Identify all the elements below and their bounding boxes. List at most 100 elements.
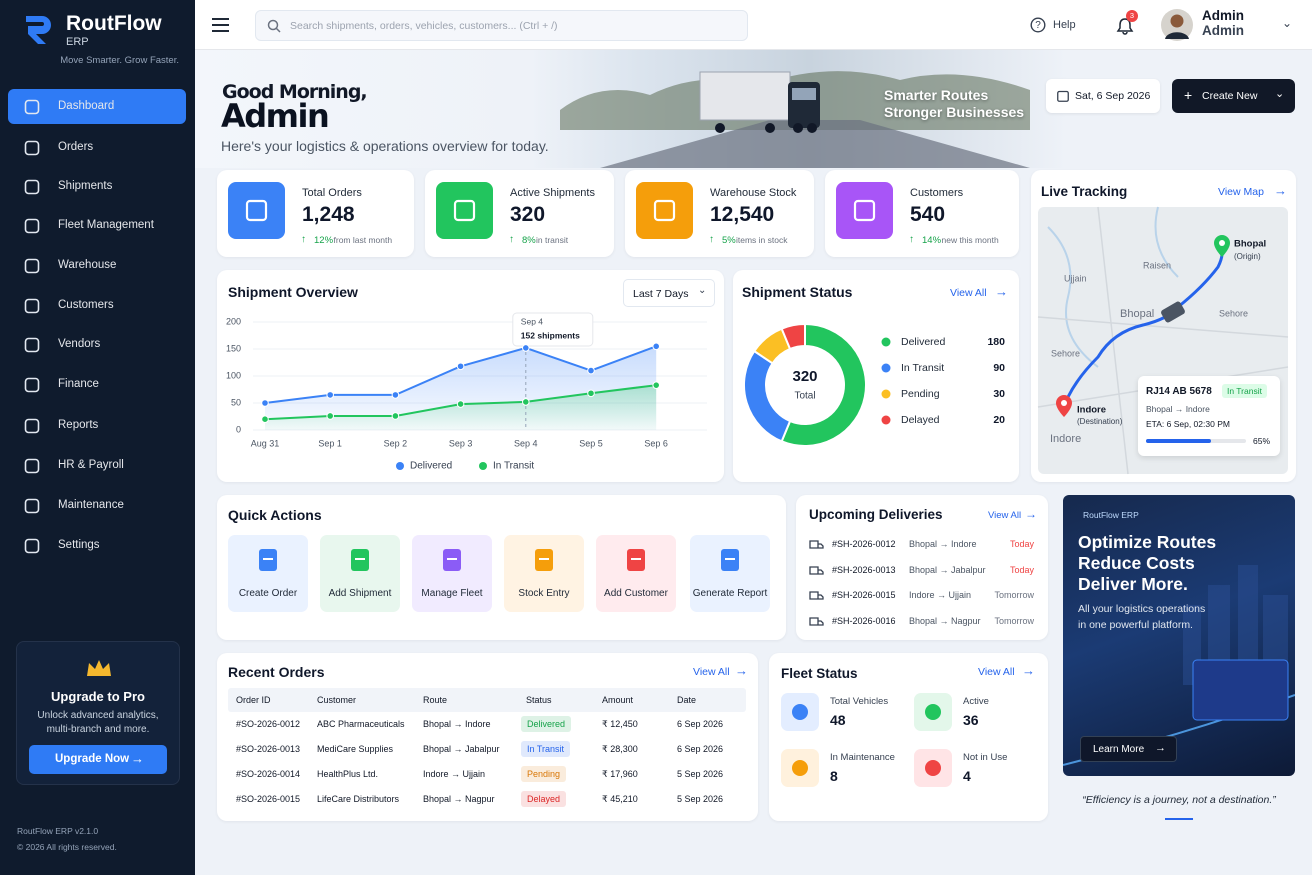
legend-dot <box>881 415 891 425</box>
quick-action[interactable]: Generate Report <box>690 535 770 612</box>
promo-card: RoutFlow ERP Optimize Routes Reduce Costs D… <box>1063 495 1295 776</box>
nav-item[interactable]: Finance <box>8 367 186 402</box>
stat-icon-glyph <box>653 199 676 222</box>
vehicle-route: Bhopal → Indore <box>1146 404 1210 414</box>
nav-label: Shipments <box>58 180 113 192</box>
promo-headline: Optimize Routes <box>1078 532 1217 552</box>
donut-slice <box>780 322 806 351</box>
help[interactable]: ? Help <box>1030 17 1090 35</box>
fleet-label: In Maintenance <box>830 752 895 763</box>
quick-action[interactable]: Stock Entry <box>504 535 584 612</box>
chevron: ⌄ <box>1282 16 1293 30</box>
delivery-when: Today <box>1009 539 1034 549</box>
nav-label: Finance <box>58 378 99 390</box>
quick-action-icon <box>351 549 369 571</box>
create-label: Create New <box>1202 90 1258 102</box>
legend-dot <box>396 462 404 470</box>
nav-icon <box>24 218 40 234</box>
x-tick-label: Sep 1 <box>318 438 342 448</box>
nav-label: Orders <box>58 141 94 153</box>
data-point <box>261 399 269 407</box>
range-filter[interactable]: Last 7 Days ⌄ <box>623 279 715 307</box>
hero-banner <box>560 71 1030 168</box>
date-button[interactable]: Sat, 6 Sep 2026 <box>1046 79 1160 113</box>
view-all-link[interactable]: View All <box>978 666 1015 678</box>
quick-action[interactable]: Create Order <box>228 535 308 612</box>
stat-card: Total Orders 1,248 ↑ 12% from last month <box>217 170 414 257</box>
nav-item[interactable]: Warehouse <box>8 248 186 283</box>
learn-more-button[interactable]: Learn More → <box>1080 736 1177 762</box>
table-cell: Bhopal → Indore <box>423 719 491 729</box>
nav-icon <box>24 538 40 554</box>
stat-label: Warehouse Stock <box>710 187 797 199</box>
x-tick-label: Sep 5 <box>579 438 603 448</box>
y-tick-label: 150 <box>226 343 241 353</box>
icon-detail <box>355 558 365 560</box>
nav-item[interactable]: HR & Payroll <box>8 448 186 483</box>
road <box>600 120 1030 168</box>
promo-tag: RoutFlow ERP <box>1083 510 1139 520</box>
search-box[interactable]: Search shipments, orders, vehicles, cust… <box>255 10 748 41</box>
donut-slice <box>743 349 792 443</box>
legend-dot <box>881 337 891 347</box>
truck-trailer <box>699 71 791 121</box>
column-header: Route <box>423 695 448 705</box>
create-button[interactable]: + Create New ⌄ <box>1172 79 1295 113</box>
quick-action[interactable]: Add Customer <box>596 535 676 612</box>
table-cell: #SO-2026-0012 <box>236 719 301 729</box>
nav-icon-shape <box>24 337 40 353</box>
stat-label: Total Orders <box>302 187 362 199</box>
fleet-icon <box>781 693 819 731</box>
avatar-body <box>1165 32 1189 39</box>
quick-action[interactable]: Manage Fleet <box>412 535 492 612</box>
promo-text: All your logistics operations <box>1078 603 1206 615</box>
nav-item[interactable]: Maintenance <box>8 488 186 523</box>
icon-detail <box>631 558 641 560</box>
card-title: Fleet Status <box>781 666 858 681</box>
delivery-id: #SH-2026-0012 <box>832 539 896 549</box>
search-lens <box>267 19 279 31</box>
card-title: Upcoming Deliveries <box>809 507 943 522</box>
upgrade-text: multi-branch and more. <box>46 724 150 735</box>
truck-icon <box>809 616 824 626</box>
nav-item[interactable]: Shipments <box>8 169 186 204</box>
fleet-icon <box>781 749 819 787</box>
donut-slice <box>780 322 867 447</box>
table-cell: 6 Sep 2026 <box>677 719 724 729</box>
quick-action-icon <box>259 549 277 571</box>
notifications[interactable]: 3 <box>1115 10 1138 36</box>
pin-dot <box>1219 240 1225 246</box>
stat-value: 1,248 <box>302 203 355 226</box>
search-icon <box>267 19 281 33</box>
view-all-link[interactable]: View All <box>693 666 730 678</box>
view-all-link[interactable]: View All <box>950 287 987 299</box>
vehicle-marker <box>1161 301 1185 323</box>
x-tick-label: Aug 31 <box>251 438 280 448</box>
status-pill: Pending <box>521 766 567 782</box>
nav-item[interactable]: Dashboard <box>8 89 186 124</box>
stat-change: 8% <box>522 235 536 246</box>
nav-label: HR & Payroll <box>58 459 124 471</box>
quick-action[interactable]: Add Shipment <box>320 535 400 612</box>
fleet-value: 48 <box>830 712 846 728</box>
search-handle <box>275 27 281 33</box>
nav-item[interactable]: Orders <box>8 130 186 165</box>
quick-action-label: Add Shipment <box>328 588 392 599</box>
stat-label: Customers <box>910 187 964 199</box>
stat-icon-bg <box>836 182 893 239</box>
view-all-link[interactable]: View All <box>988 510 1022 521</box>
nav-item[interactable]: Fleet Management <box>8 208 186 243</box>
nav-item[interactable]: Customers <box>8 288 186 323</box>
data-point <box>652 342 661 351</box>
brand-name: RoutFlow <box>66 12 162 35</box>
avatar <box>1161 9 1193 41</box>
view-map-link[interactable]: View Map <box>1218 186 1264 198</box>
fleet-label: Total Vehicles <box>830 696 889 707</box>
nav-item[interactable]: Vendors <box>8 327 186 362</box>
nav-icon <box>24 337 40 353</box>
upgrade-button[interactable]: Upgrade Now → <box>29 745 167 774</box>
nav-item[interactable]: Reports <box>8 408 186 443</box>
nav-item[interactable]: Settings <box>8 528 186 563</box>
card-title: Live Tracking <box>1041 184 1128 199</box>
upgrade-card: Upgrade to Pro Unlock advanced analytics,… <box>16 641 180 785</box>
